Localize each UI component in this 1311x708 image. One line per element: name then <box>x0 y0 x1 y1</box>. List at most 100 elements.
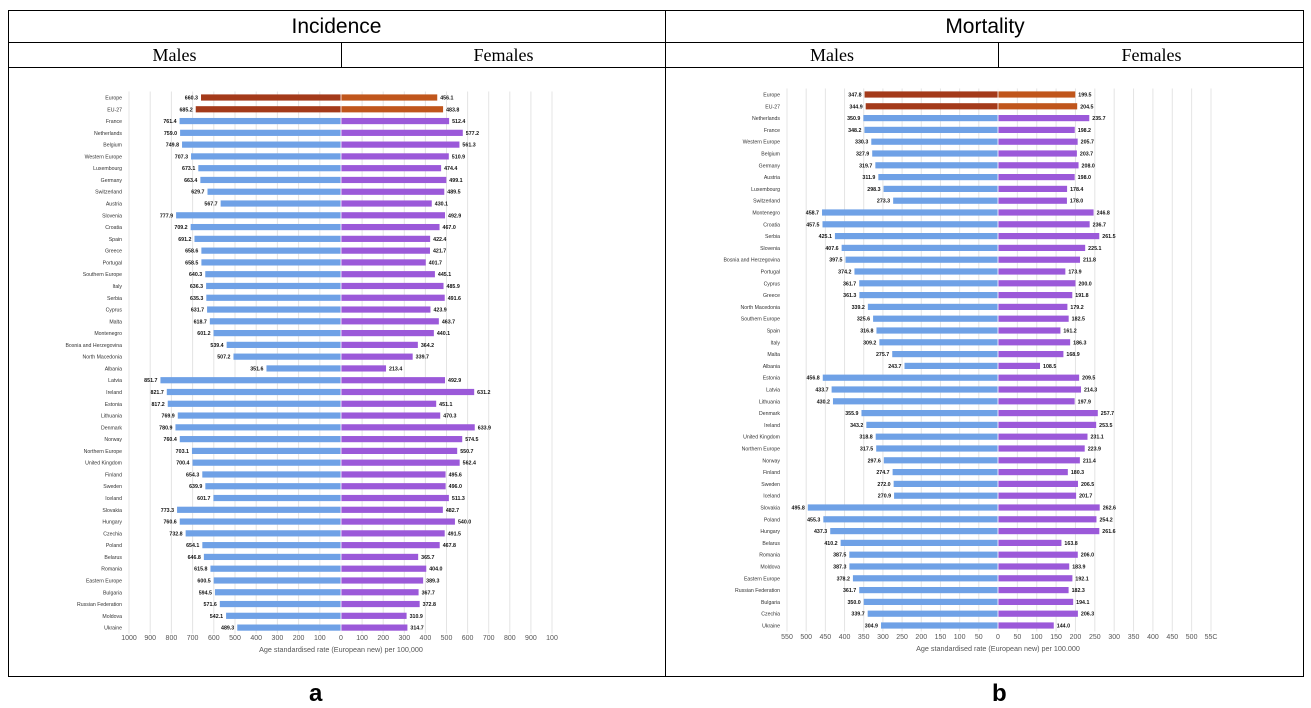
category-label-bosnia-and-herzegovina: Bosnia and Herzegovina <box>723 258 780 264</box>
data-label-male-albania: 243.7 <box>888 364 901 370</box>
bar-female-bulgaria <box>998 599 1073 605</box>
data-label-female-estonia: 209.5 <box>1082 376 1095 382</box>
category-label-serbia: Serbia <box>765 234 780 240</box>
data-label-male-norway: 297.6 <box>868 458 881 464</box>
tick-label: 450 <box>1166 634 1178 641</box>
data-label-female-switzerland: 178.0 <box>1070 199 1083 205</box>
tick-label: 400 <box>839 634 851 641</box>
data-label-female-belarus: 163.8 <box>1064 541 1077 547</box>
bar-male-ireland <box>866 422 998 428</box>
data-label-male-north-macedonia: 339.2 <box>852 305 865 311</box>
data-label-male-lithuania: 430.2 <box>817 399 830 405</box>
data-label-male-eu-27: 344.9 <box>849 104 862 110</box>
bar-male-germany <box>875 162 998 168</box>
category-label-belgium: Belgium <box>761 152 780 158</box>
category-label-slovenia: Slovenia <box>760 246 780 252</box>
category-label-sweden: Sweden <box>761 482 780 488</box>
bar-male-albania <box>905 363 998 369</box>
bar-male-ukraine <box>881 622 998 628</box>
category-label-lithuania: Lithuania <box>759 399 780 405</box>
category-label-croatia: Croatia <box>763 222 780 228</box>
bar-female-moldova <box>998 563 1069 569</box>
data-label-female-moldova: 183.9 <box>1072 565 1085 571</box>
data-label-female-germany: 208.0 <box>1082 163 1095 169</box>
bar-male-cyprus <box>859 280 998 286</box>
bar-female-france <box>998 127 1075 133</box>
category-label-northern-europe: Northern Europe <box>742 447 780 453</box>
data-label-female-italy: 186.3 <box>1073 340 1086 346</box>
bar-male-poland <box>823 516 998 522</box>
data-label-female-montenegro: 246.8 <box>1097 211 1110 217</box>
bar-male-belarus <box>841 540 998 546</box>
bar-male-lithuania <box>833 398 998 404</box>
bar-male-belgium <box>872 150 998 156</box>
data-label-female-eastern-europe: 192.1 <box>1075 576 1088 582</box>
data-label-male-austria: 311.9 <box>862 175 875 181</box>
data-label-female-netherlands: 235.7 <box>1092 116 1105 122</box>
category-label-spain: Spain <box>767 329 780 335</box>
data-label-female-southern-europe: 182.5 <box>1072 317 1085 323</box>
bar-male-northern-europe <box>876 445 998 451</box>
data-label-female-bosnia-and-herzegovina: 211.8 <box>1083 258 1096 264</box>
data-label-female-russian-federation: 182.3 <box>1072 588 1085 594</box>
data-label-male-poland: 455.3 <box>807 517 820 523</box>
bar-male-france <box>864 127 998 133</box>
category-label-slovakia: Slovakia <box>760 506 780 512</box>
category-label-malta: Malta <box>767 352 780 358</box>
tick-label: 55C <box>1205 634 1218 641</box>
data-label-male-sweden: 272.0 <box>877 482 890 488</box>
data-label-female-lithuania: 197.9 <box>1078 399 1091 405</box>
category-label-bulgaria: Bulgaria <box>761 600 780 606</box>
bar-female-sweden <box>998 481 1078 487</box>
data-label-male-ireland: 343.2 <box>850 423 863 429</box>
bar-male-portugal <box>854 268 998 274</box>
data-label-female-malta: 168.9 <box>1066 352 1079 358</box>
bar-female-montenegro <box>998 209 1094 215</box>
category-label-ireland: Ireland <box>764 423 780 429</box>
data-label-female-ukraine: 144.0 <box>1057 624 1070 630</box>
data-label-male-malta: 275.7 <box>876 352 889 358</box>
bar-female-spain <box>998 327 1060 333</box>
bar-female-romania <box>998 552 1078 558</box>
bar-male-netherlands <box>863 115 998 121</box>
tick-label: 400 <box>1147 634 1159 641</box>
data-label-male-eastern-europe: 378.2 <box>837 576 850 582</box>
bar-female-switzerland <box>998 198 1067 204</box>
bar-female-cyprus <box>998 280 1075 286</box>
data-label-female-bulgaria: 194.1 <box>1076 600 1089 606</box>
data-label-female-albania: 108.5 <box>1043 364 1056 370</box>
tick-label: 550 <box>781 634 793 641</box>
data-label-female-austria: 198.0 <box>1078 175 1091 181</box>
data-label-female-norway: 211.4 <box>1083 458 1096 464</box>
data-label-female-cyprus: 200.0 <box>1078 281 1091 287</box>
data-label-male-germany: 319.7 <box>859 163 872 169</box>
data-label-male-italy: 309.2 <box>863 340 876 346</box>
data-label-male-belarus: 410.2 <box>824 541 837 547</box>
category-label-portugal: Portugal <box>761 270 780 276</box>
bar-male-finland <box>893 469 998 475</box>
bar-male-czechia <box>868 611 998 617</box>
data-label-female-north-macedonia: 179.2 <box>1070 305 1083 311</box>
data-label-female-spain: 161.2 <box>1063 329 1076 335</box>
bar-male-austria <box>878 174 998 180</box>
category-label-switzerland: Switzerland <box>753 199 780 205</box>
bar-female-greece <box>998 292 1072 298</box>
bar-female-malta <box>998 351 1063 357</box>
category-label-ukraine: Ukraine <box>762 624 780 630</box>
bar-female-croatia <box>998 221 1090 227</box>
bar-female-northern-europe <box>998 445 1085 451</box>
bar-male-moldova <box>849 563 998 569</box>
bar-female-slovakia <box>998 504 1100 510</box>
data-label-female-slovakia: 262.6 <box>1103 506 1116 512</box>
bar-male-serbia <box>835 233 998 239</box>
category-label-russian-federation: Russian Federation <box>735 588 780 594</box>
data-label-female-poland: 254.2 <box>1099 517 1112 523</box>
bar-male-norway <box>884 457 998 463</box>
panel-label-b: b <box>992 680 1007 708</box>
bar-female-luxembourg <box>998 186 1067 192</box>
data-label-female-portugal: 173.9 <box>1068 270 1081 276</box>
bar-female-norway <box>998 457 1080 463</box>
bar-female-united-kingdom <box>998 434 1087 440</box>
bar-male-eastern-europe <box>853 575 998 581</box>
